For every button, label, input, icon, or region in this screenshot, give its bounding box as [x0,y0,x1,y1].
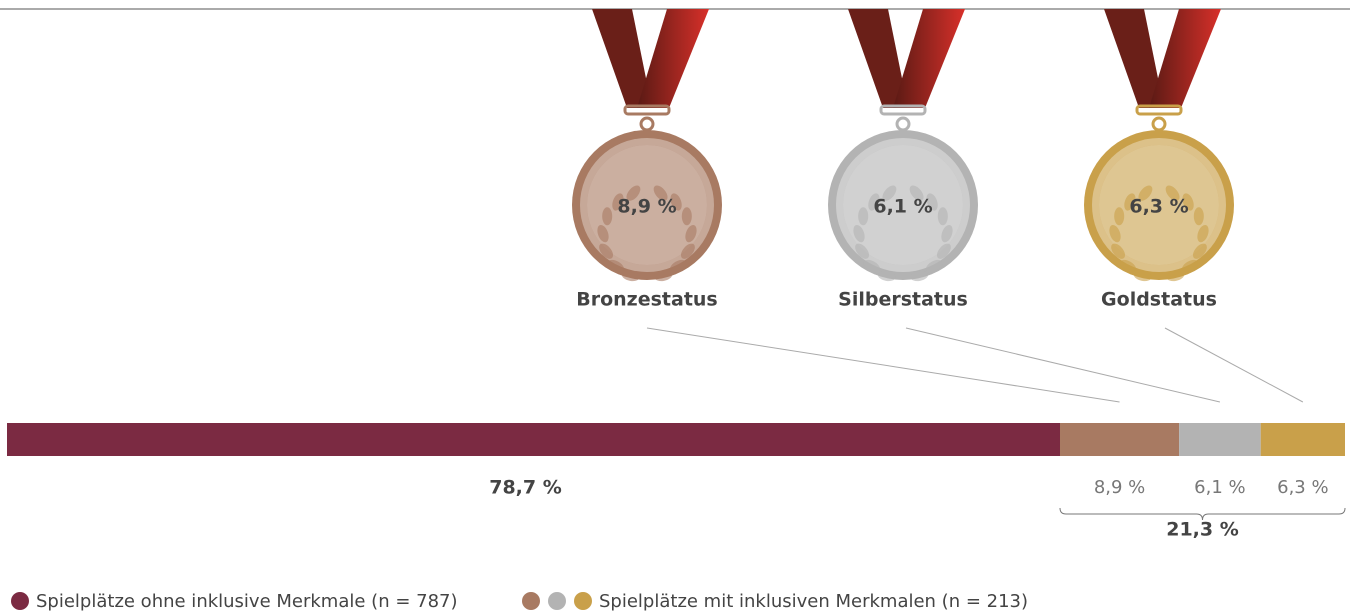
laurel-leaf [612,193,624,211]
laurel-leaf [680,243,695,259]
laurel-leaf [1114,207,1125,226]
medal-hook [1151,116,1167,132]
value-label: 6,3 % [1277,477,1328,498]
laurel-leaf [936,243,951,259]
laurel-leaf [1192,243,1207,259]
legend-label: Spielplätze ohne inklusive Merkmale (n =… [36,591,458,612]
value-label: 78,7 % [489,477,562,499]
laurel-leaf [653,185,668,201]
legend-label: Spielplätze mit inklusiven Merkmalen (n … [599,591,1028,612]
laurel-leaf [926,193,938,211]
laurel-leaf [599,243,614,259]
legend-swatch [522,592,540,610]
medal-face-light [1099,145,1219,265]
laurel-leaf [1133,270,1152,282]
laurel-leaf [855,243,870,259]
laurel-leaf [882,185,897,201]
laurel-leaf [626,185,641,201]
laurel-leaf [877,270,896,282]
medal-hook [639,116,655,132]
medal-face [1099,145,1219,265]
ribbon [848,9,908,108]
medal-name: Silberstatus [838,289,968,311]
laurel-leaf [685,224,697,243]
medal-face-light [843,145,963,265]
laurel-leaf [910,270,929,282]
laurel-leaf [1193,207,1204,226]
laurel-leaf [597,224,609,243]
bar-segment [1260,423,1345,456]
laurel-leaf [1197,224,1209,243]
ribbon [1149,9,1221,108]
laurel-leaf [863,259,881,273]
ribbon [592,9,652,108]
medal-face [843,145,963,265]
laurel-leaf [1182,193,1194,211]
legend-swatch [11,592,29,610]
group-brace [1059,507,1346,521]
medal-face [587,145,707,265]
medal: 6,1 % [828,9,978,282]
medal-clasp [879,104,927,116]
bar-segment [1060,423,1180,456]
ribbon [893,9,965,108]
medal-value: 6,3 % [1129,196,1188,218]
laurel-leaf [607,259,625,273]
laurel-leaf [1111,243,1126,259]
laurel-leaf [1138,185,1153,201]
laurel-leaf [1119,259,1137,273]
group-total: 21,3 % [1166,519,1239,541]
legend-swatch [548,592,566,610]
medal-hook [895,116,911,132]
medal-face-light [587,145,707,265]
laurel-leaf [1181,259,1199,273]
laurel-leaf [853,224,865,243]
laurel-leaf [937,207,948,226]
laurel-leaf [1166,270,1185,282]
laurel-leaf [621,270,640,282]
laurel-leaf [909,185,924,201]
medal-name: Bronzestatus [576,289,718,311]
laurel-leaf [669,259,687,273]
value-label: 6,1 % [1194,477,1245,498]
legend-swatch [574,592,592,610]
value-label: 8,9 % [1094,477,1145,498]
laurel-leaf [1165,185,1180,201]
connector [646,327,1120,403]
laurel-leaf [868,193,880,211]
medal-clasp [623,104,671,116]
ribbon [1104,9,1164,108]
laurel-leaf [925,259,943,273]
connector [1164,327,1304,403]
medal: 6,3 % [1084,9,1234,282]
medal-value: 6,1 % [873,196,932,218]
connector [905,327,1221,403]
bar-segment [1179,423,1261,456]
medal: 8,9 % [572,9,722,282]
medal-clasp [1135,104,1183,116]
bar-segment [7,423,1061,456]
medal-name: Goldstatus [1101,289,1217,311]
laurel-leaf [681,207,692,226]
ribbon [637,9,709,108]
laurel-leaf [654,270,673,282]
laurel-leaf [670,193,682,211]
laurel-leaf [602,207,613,226]
medal-value: 8,9 % [617,196,676,218]
laurel-leaf [1109,224,1121,243]
laurel-leaf [858,207,869,226]
laurel-leaf [1124,193,1136,211]
laurel-leaf [941,224,953,243]
